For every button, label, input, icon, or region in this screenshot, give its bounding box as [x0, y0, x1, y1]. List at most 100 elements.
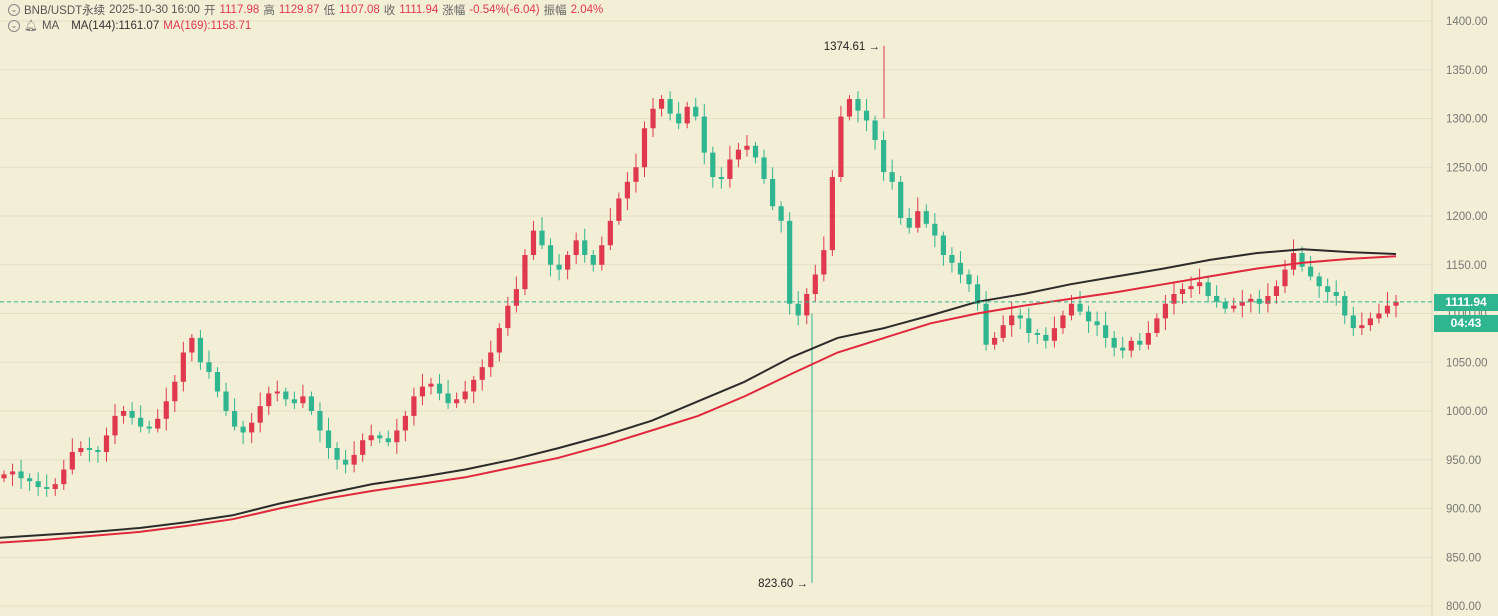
candle: [1290, 253, 1297, 270]
y-tick-label: 1350.00: [1446, 65, 1488, 77]
candle: [1214, 295, 1220, 302]
ma-indicator-label[interactable]: MA: [41, 19, 60, 32]
candle: [1205, 282, 1211, 296]
candle: [1188, 286, 1194, 290]
current-price-tag: 1111.94: [1434, 294, 1498, 311]
candle: [710, 152, 716, 177]
candle: [1111, 337, 1117, 348]
candle: [27, 478, 33, 482]
candle: [18, 471, 24, 479]
candle: [718, 177, 724, 179]
candle: [1376, 313, 1382, 319]
ma144-line: [0, 248, 1397, 539]
candle: [411, 396, 417, 416]
candle: [1367, 318, 1373, 326]
candle: [325, 430, 332, 449]
candle: [829, 177, 835, 251]
candle: [35, 481, 41, 488]
collapse-icon[interactable]: ⌄: [8, 19, 20, 32]
candle: [445, 393, 451, 404]
candle: [966, 274, 972, 285]
candle: [915, 211, 921, 228]
y-tick-label: 900.00: [1446, 504, 1481, 516]
candle: [1256, 298, 1262, 304]
candle: [291, 399, 297, 404]
candle: [650, 108, 656, 129]
candle: [394, 430, 400, 443]
candle: [385, 438, 391, 443]
candle: [342, 459, 349, 465]
candle: [1000, 325, 1006, 338]
candle: [454, 399, 460, 404]
candle: [180, 352, 186, 382]
candle: [1384, 305, 1391, 314]
symbol-label[interactable]: BNB/USDT永续: [24, 5, 106, 17]
candle: [582, 240, 588, 255]
candle: [804, 294, 810, 316]
candle: [112, 415, 118, 436]
candle: [1128, 340, 1134, 351]
candle: [932, 223, 938, 236]
candle: [1145, 333, 1151, 345]
candle: [778, 206, 784, 221]
candle: [308, 396, 315, 411]
candle: [9, 471, 16, 475]
candle: [940, 235, 946, 255]
candle: [189, 337, 195, 353]
candle: [838, 116, 844, 177]
candle: [667, 99, 673, 114]
candle: [676, 113, 682, 124]
y-tick-label: 1400.00: [1446, 16, 1488, 28]
candle: [547, 245, 554, 265]
candle: [334, 448, 340, 460]
candle: [1137, 340, 1143, 345]
candle: [565, 255, 571, 270]
candle: [479, 367, 485, 380]
candle: [889, 172, 895, 182]
candle: [949, 255, 955, 263]
candle: [1316, 276, 1322, 287]
candle: [1, 474, 7, 479]
change-value: -0.54%(-6.04): [469, 4, 540, 16]
candle: [761, 157, 767, 179]
collapse-icon[interactable]: ⌄: [8, 4, 20, 16]
candle: [249, 422, 255, 433]
candle: [462, 391, 468, 400]
candle: [95, 450, 101, 452]
candle: [1034, 333, 1040, 335]
candle: [752, 145, 759, 158]
candle: [172, 381, 178, 402]
candle: [44, 487, 50, 489]
candle: [86, 448, 92, 450]
bell-icon[interactable]: 🔔︎: [24, 20, 38, 32]
candle: [488, 352, 494, 368]
ohlc-header: ⌄ BNB/USDT永续 2025-10-30 16:00 开 1117.98 高…: [8, 2, 603, 18]
candle: [300, 396, 306, 404]
candle: [120, 411, 127, 416]
candle: [206, 362, 212, 372]
ma169-value: MA(169):1158.71: [163, 19, 252, 32]
candle: [881, 139, 887, 173]
candle: [1393, 301, 1399, 306]
ma-header: ⌄ 🔔︎ MA MA(144):1161.07 MA(169):1158.71: [8, 19, 251, 32]
candle: [155, 418, 161, 429]
high-annotation: 1374.61 →: [824, 41, 880, 53]
candle: [283, 391, 289, 400]
candle: [957, 262, 964, 275]
candle: [163, 401, 169, 419]
candle: [1154, 318, 1160, 333]
candle: [1325, 286, 1331, 293]
candle: [377, 435, 383, 439]
candle: [274, 391, 280, 394]
candle: [1299, 253, 1305, 267]
candle: [590, 255, 596, 265]
close-value: 1111.94: [399, 4, 439, 16]
candle: [1308, 266, 1314, 277]
y-tick-label: 1250.00: [1446, 162, 1488, 174]
candle: [701, 116, 707, 153]
candle: [78, 448, 84, 452]
candle: [616, 198, 622, 221]
y-tick-label: 950.00: [1446, 455, 1481, 467]
low-label: 低: [323, 5, 336, 17]
